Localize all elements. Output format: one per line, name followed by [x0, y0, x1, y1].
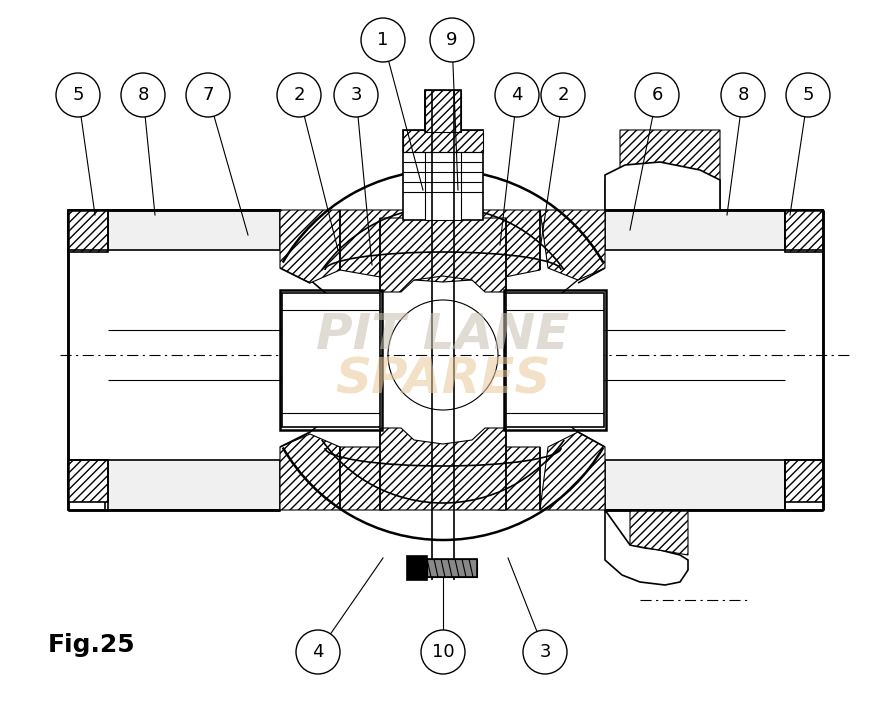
- Polygon shape: [605, 162, 720, 210]
- Bar: [425, 140, 461, 220]
- Text: 8: 8: [738, 86, 748, 104]
- Circle shape: [186, 73, 230, 117]
- Text: 4: 4: [312, 643, 323, 661]
- Bar: [282, 293, 380, 427]
- Text: 2: 2: [557, 86, 568, 104]
- Text: 10: 10: [431, 643, 454, 661]
- Text: 5: 5: [72, 86, 84, 104]
- Bar: [407, 556, 427, 580]
- Text: 3: 3: [350, 86, 362, 104]
- Circle shape: [495, 73, 539, 117]
- Circle shape: [56, 73, 100, 117]
- Text: 2: 2: [293, 86, 305, 104]
- Polygon shape: [605, 130, 720, 210]
- Polygon shape: [68, 210, 350, 510]
- Text: 4: 4: [511, 86, 523, 104]
- Text: 7: 7: [202, 86, 214, 104]
- Bar: [68, 460, 108, 502]
- Polygon shape: [280, 210, 340, 283]
- Bar: [504, 290, 606, 430]
- Text: 6: 6: [651, 86, 663, 104]
- Text: SPARES: SPARES: [335, 356, 551, 404]
- Circle shape: [121, 73, 165, 117]
- Polygon shape: [280, 434, 340, 510]
- Circle shape: [430, 18, 474, 62]
- Polygon shape: [540, 210, 605, 280]
- Bar: [785, 210, 823, 252]
- Circle shape: [523, 630, 567, 674]
- Polygon shape: [540, 432, 605, 510]
- Polygon shape: [340, 210, 540, 282]
- Polygon shape: [380, 428, 506, 510]
- Polygon shape: [340, 447, 540, 510]
- Bar: [403, 130, 483, 152]
- Circle shape: [635, 73, 679, 117]
- Polygon shape: [380, 218, 506, 292]
- Circle shape: [361, 18, 405, 62]
- Polygon shape: [68, 210, 340, 510]
- Text: PIT LANE: PIT LANE: [316, 311, 569, 359]
- Circle shape: [541, 73, 585, 117]
- Bar: [68, 210, 108, 252]
- Text: Fig.25: Fig.25: [48, 633, 135, 657]
- Polygon shape: [538, 210, 823, 510]
- Circle shape: [296, 630, 340, 674]
- Text: 5: 5: [802, 86, 813, 104]
- Bar: [506, 293, 604, 427]
- Text: 8: 8: [137, 86, 149, 104]
- Bar: [427, 559, 477, 577]
- Text: 3: 3: [539, 643, 551, 661]
- Bar: [425, 90, 461, 132]
- Polygon shape: [630, 510, 688, 555]
- Bar: [403, 130, 483, 220]
- Bar: [425, 90, 461, 132]
- Bar: [427, 559, 477, 577]
- Circle shape: [334, 73, 378, 117]
- Bar: [785, 460, 823, 502]
- Polygon shape: [68, 210, 345, 510]
- Text: 1: 1: [377, 31, 388, 49]
- Circle shape: [786, 73, 830, 117]
- Polygon shape: [542, 210, 823, 510]
- Polygon shape: [605, 510, 688, 585]
- Bar: [280, 290, 382, 430]
- Circle shape: [277, 73, 321, 117]
- Text: 9: 9: [446, 31, 458, 49]
- Circle shape: [421, 630, 465, 674]
- Circle shape: [721, 73, 765, 117]
